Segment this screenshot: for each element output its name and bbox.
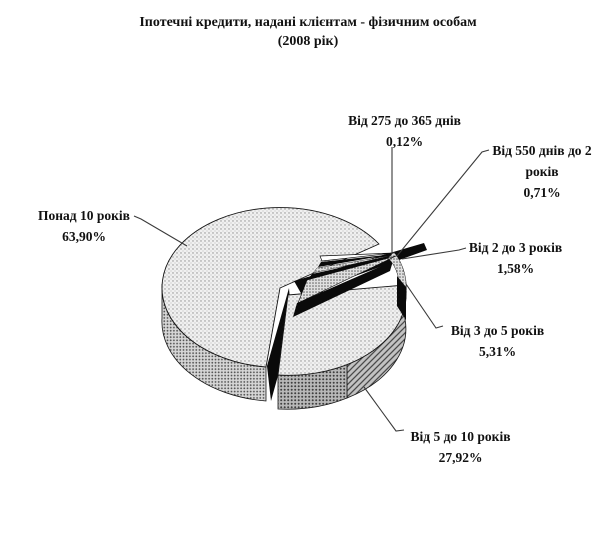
callout-value: 1,58% xyxy=(496,261,535,276)
callout-label: Від 5 до 10 років xyxy=(410,429,511,444)
chart-title: Іпотечні кредити, надані клієнтам - фізи… xyxy=(139,15,477,49)
callout-label: Від 275 до 365 днів xyxy=(348,113,461,128)
callout-550d-2y: Від 550 днів до 2 років 0,71% xyxy=(481,140,603,203)
pie-slice-2-3y-top xyxy=(312,254,395,274)
callout-value: 0,12% xyxy=(385,134,424,149)
callout-5-10y: Від 5 до 10 років 27,92% xyxy=(388,426,533,468)
pie-slice-over-10y-top xyxy=(161,207,380,368)
pie-slice-275-365d-top xyxy=(319,252,395,262)
leader-line-5-10y xyxy=(363,386,405,432)
callout-label: Від 2 до 3 років xyxy=(468,240,563,255)
callout-value: 27,92% xyxy=(438,450,483,465)
callout-275-365d: Від 275 до 365 днів 0,12% xyxy=(322,110,487,152)
callout-over-10y: Понад 10 років 63,90% xyxy=(18,205,150,247)
callout-2-3y: Від 2 до 3 років 1,58% xyxy=(448,237,583,279)
callout-label: Від 550 днів до 2 років xyxy=(492,143,592,179)
callout-3-5y: Від 3 до 5 років 5,31% xyxy=(430,320,565,362)
callout-label: Понад 10 років xyxy=(38,208,130,223)
pie-slice-3-5y-top xyxy=(297,255,397,304)
callout-label: Від 3 до 5 років xyxy=(450,323,545,338)
pie-slice-3-5y-cut-face xyxy=(293,261,393,317)
callout-value: 5,31% xyxy=(478,344,517,359)
callout-value: 0,71% xyxy=(523,185,561,200)
leader-line-550d-2y xyxy=(396,149,490,257)
leader-line-over-10y xyxy=(133,215,188,247)
leader-line-2-3y xyxy=(401,247,467,260)
pie-slice-2-3y-cut-face xyxy=(308,256,394,279)
pie-slice-550d-2y-cut-face xyxy=(318,254,394,267)
leader-line-3-5y xyxy=(405,283,444,329)
pie-slice-3-5y-side-cap xyxy=(397,276,406,320)
callout-value: 63,90% xyxy=(62,229,106,244)
